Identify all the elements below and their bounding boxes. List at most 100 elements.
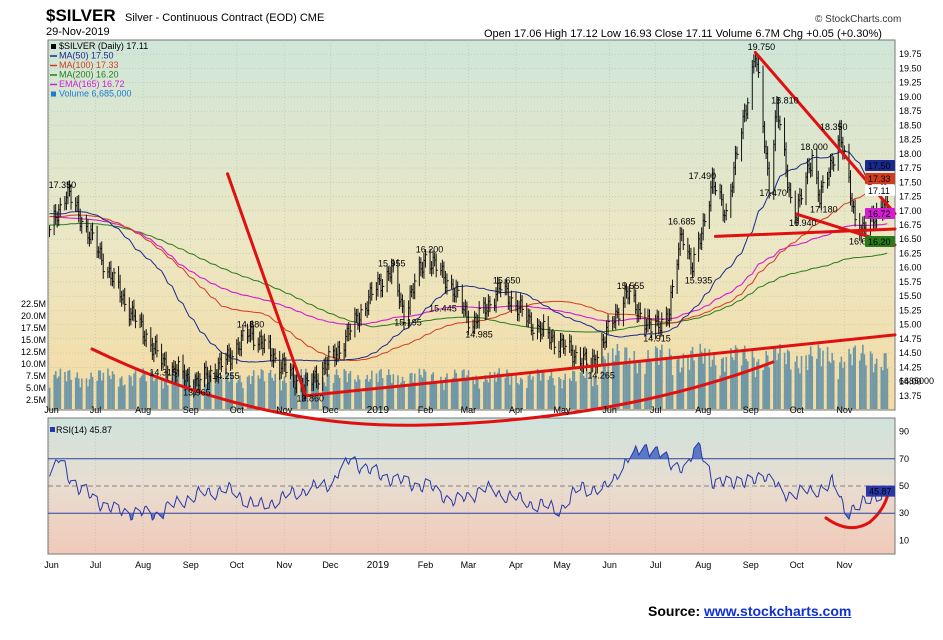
rsi-legend-swatch [50, 427, 55, 432]
volume-axis-tick: 15.0M [21, 335, 46, 345]
legend-item: EMA(165) 16.72 [59, 79, 125, 89]
price-axis-tick: 18.75 [899, 106, 922, 116]
rsi-line [49, 441, 888, 521]
price-annotation: 13.965 [183, 388, 211, 398]
price-axis-tick: 19.25 [899, 78, 922, 88]
price-axis-tick: 16.00 [899, 263, 922, 273]
price-annotation: 18.000 [800, 142, 828, 152]
price-axis-tick: 18.50 [899, 120, 922, 130]
price-annotation: 14.315 [149, 368, 177, 378]
price-axis-tick: 18.25 [899, 135, 922, 145]
rsi-axis-tick: 90 [899, 427, 909, 437]
price-annotation: 17.180 [810, 205, 838, 215]
x-axis-label-bottom: Apr [509, 560, 523, 570]
value-tag [865, 173, 895, 184]
rsi-axis-tick: 30 [899, 508, 909, 518]
x-axis-label-bottom: Sep [743, 560, 759, 570]
x-axis-label-bottom: 2019 [367, 560, 390, 571]
price-axis-tick: 15.50 [899, 291, 922, 301]
volume-axis-tick: 22.5M [21, 299, 46, 309]
x-axis-label-bottom: Aug [135, 560, 151, 570]
volume-axis-tick: 5.0M [26, 383, 46, 393]
x-axis-label-bottom: Jul [650, 560, 662, 570]
price-axis-tick: 17.75 [899, 163, 922, 173]
price-annotation: 16.615 [849, 237, 877, 247]
brand-label: © StockCharts.com [815, 14, 902, 25]
x-axis-label-top: Oct [230, 405, 245, 415]
x-axis-label-top: Jul [650, 405, 662, 415]
price-annotation: 16.685 [668, 217, 696, 227]
price-annotation: 15.445 [429, 303, 457, 313]
x-axis-label-top: Nov [276, 405, 293, 415]
ma50-line [49, 150, 888, 363]
price-axis-tick: 15.75 [899, 277, 922, 287]
price-axis-tick: 18.00 [899, 149, 922, 159]
value-tag-text: 17.50 [868, 161, 891, 171]
price-axis-tick: 13.75 [899, 391, 922, 401]
ohlc-readout: Open 17.06 High 17.12 Low 16.93 Close 17… [484, 28, 882, 40]
x-axis-label-top: Apr [509, 405, 523, 415]
value-tag [865, 160, 895, 171]
x-axis-label-bottom: Oct [790, 560, 805, 570]
ema165-line [49, 215, 888, 326]
volume-axis-tick: 7.5M [26, 371, 46, 381]
chart-name: Silver - Continuous Contract (EOD) CME [125, 12, 325, 24]
legend-item: MA(100) 17.33 [59, 60, 119, 70]
price-annotation: 17.350 [49, 180, 77, 190]
price-annotation: 15.955 [378, 258, 406, 268]
price-axis-tick: 17.25 [899, 192, 922, 202]
x-axis-label-top: Mar [461, 405, 477, 415]
rsi-axis-tick: 50 [899, 481, 909, 491]
value-tag-text: 16.20 [868, 237, 891, 247]
price-annotation: 15.935 [685, 275, 713, 285]
volume-axis-tick: 20.0M [21, 311, 46, 321]
x-axis-label-top: Sep [743, 405, 759, 415]
x-axis-label-top: 2019 [367, 405, 390, 416]
x-axis-label-top: Nov [836, 405, 853, 415]
x-axis-label-top: Sep [183, 405, 199, 415]
price-axis-tick: 14.25 [899, 362, 922, 372]
rsi-value-tag [866, 485, 895, 497]
value-tag-text: 16.72 [868, 209, 891, 219]
price-annotation: 13.860 [296, 394, 324, 404]
price-annotation: 15.650 [493, 276, 521, 286]
x-axis-label-bottom: Mar [461, 560, 477, 570]
x-axis-label-bottom: Oct [230, 560, 245, 570]
volume-axis-tick: 2.5M [26, 395, 46, 405]
source-link[interactable]: www.stockcharts.com [704, 603, 852, 619]
price-annotation: 14.265 [587, 370, 615, 380]
chart-symbol: $SILVER [46, 6, 116, 25]
x-axis-label-bottom: Nov [276, 560, 293, 570]
legend-item: MA(200) 16.20 [59, 70, 119, 80]
x-axis-label-bottom: Jun [602, 560, 617, 570]
volume-axis-tick: 12.5M [21, 347, 46, 357]
rsi-arc [824, 492, 890, 530]
price-axis-tick: 14.75 [899, 334, 922, 344]
legend-item: MA(50) 17.50 [59, 51, 114, 61]
trendline-old [226, 172, 308, 398]
price-annotation: 15.195 [394, 318, 422, 328]
price-axis-tick: 16.75 [899, 220, 922, 230]
price-axis-tick: 15.00 [899, 320, 922, 330]
rsi-value-text: 45.87 [869, 487, 892, 497]
value-tag [865, 208, 895, 219]
x-axis-label-top: May [554, 405, 572, 415]
rsi-legend: RSI(14) 45.87 [56, 425, 112, 435]
base-trendline [713, 227, 897, 238]
x-axis-label-bottom: Aug [695, 560, 711, 570]
price-annotation: 14.255 [212, 371, 240, 381]
x-axis-label-bottom: Sep [183, 560, 199, 570]
x-axis-label-bottom: Nov [836, 560, 853, 570]
price-axis-tick: 16.25 [899, 248, 922, 258]
price-axis-tick: 19.50 [899, 63, 922, 73]
x-axis-label-top: Feb [418, 405, 434, 415]
price-annotation: 16.940 [789, 218, 817, 228]
legend-item: Volume 6,685,000 [59, 89, 132, 99]
right-value-labels: 17.50 17.33 17.11 16.72 16.20 [865, 160, 895, 247]
bottom-arc [90, 347, 775, 427]
price-annotation: 18.810 [771, 96, 799, 106]
price-annotation: 17.490 [689, 171, 717, 181]
x-axis-label-top: Aug [695, 405, 711, 415]
price-annotation: 14.880 [237, 319, 265, 329]
x-axis-label-bottom: Jul [90, 560, 102, 570]
